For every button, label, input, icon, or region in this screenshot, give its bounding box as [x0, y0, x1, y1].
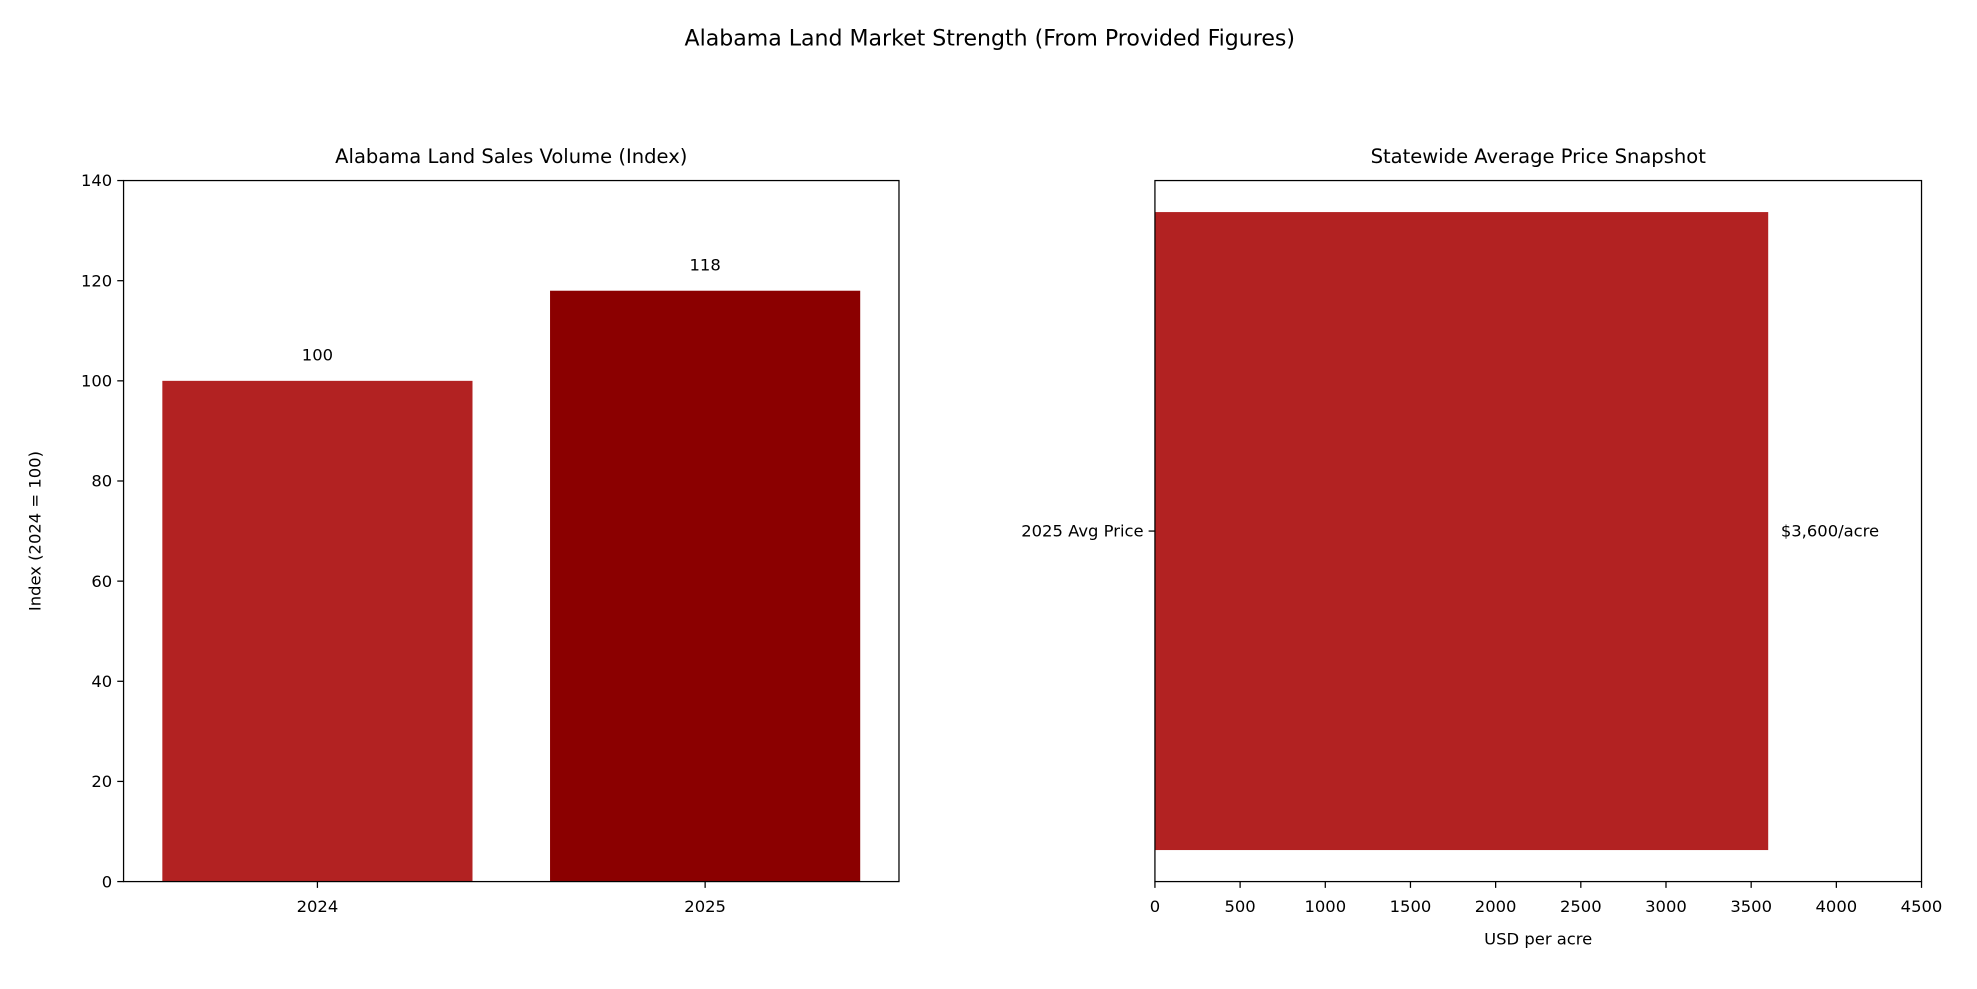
axes-frame — [1154, 179, 1923, 883]
data-label: 100 — [302, 346, 333, 365]
y-tick-label: 100 — [81, 372, 112, 391]
x-tick-label: 3000 — [1645, 897, 1687, 916]
y-tick-label: 120 — [81, 271, 112, 290]
figure-title: Alabama Land Market Strength (From Provi… — [685, 27, 1295, 52]
x-tick-label: 2000 — [1475, 897, 1517, 916]
x-tick-label: 2025 — [684, 897, 726, 916]
y-tick-label: 40 — [91, 672, 112, 691]
chart-title: Alabama Land Sales Volume (Index) — [335, 145, 687, 168]
left-chart: 100 2024 118 2025 0 20 40 60 80 100 120 140 Alabama … — [25, 145, 900, 916]
bar-2025-avg-price — [1154, 212, 1769, 851]
x-tick-label: 3500 — [1730, 897, 1772, 916]
x-tick-label: 0 — [1150, 897, 1160, 916]
chart-title: Statewide Average Price Snapshot — [1371, 145, 1707, 168]
right-chart: $3,600/acre 2025 Avg Price 0 500 1000 1500 200… — [1021, 145, 1942, 949]
y-tick-label: 20 — [91, 772, 112, 791]
y-tick-label: 60 — [91, 572, 112, 591]
axes-frame — [122, 179, 900, 883]
y-axis-label: Index (2024 = 100) — [25, 451, 44, 611]
y-tick-label: 140 — [81, 171, 112, 190]
x-tick-label: 1500 — [1390, 897, 1432, 916]
bar-2025 — [550, 290, 861, 882]
x-tick-label: 2500 — [1560, 897, 1602, 916]
x-tick-label: 1000 — [1304, 897, 1346, 916]
x-tick-label: 500 — [1224, 897, 1255, 916]
x-axis-label: USD per acre — [1484, 930, 1592, 949]
y-tick-label: 80 — [91, 472, 112, 491]
y-tick-label: 0 — [102, 872, 112, 891]
x-tick-label: 2024 — [297, 897, 339, 916]
x-tick-label: 4000 — [1816, 897, 1858, 916]
data-label: 118 — [689, 256, 720, 275]
x-tick-label: 4500 — [1901, 897, 1943, 916]
data-label: $3,600/acre — [1781, 522, 1879, 541]
bar-2024 — [162, 380, 473, 882]
y-tick-label: 2025 Avg Price — [1021, 522, 1143, 541]
